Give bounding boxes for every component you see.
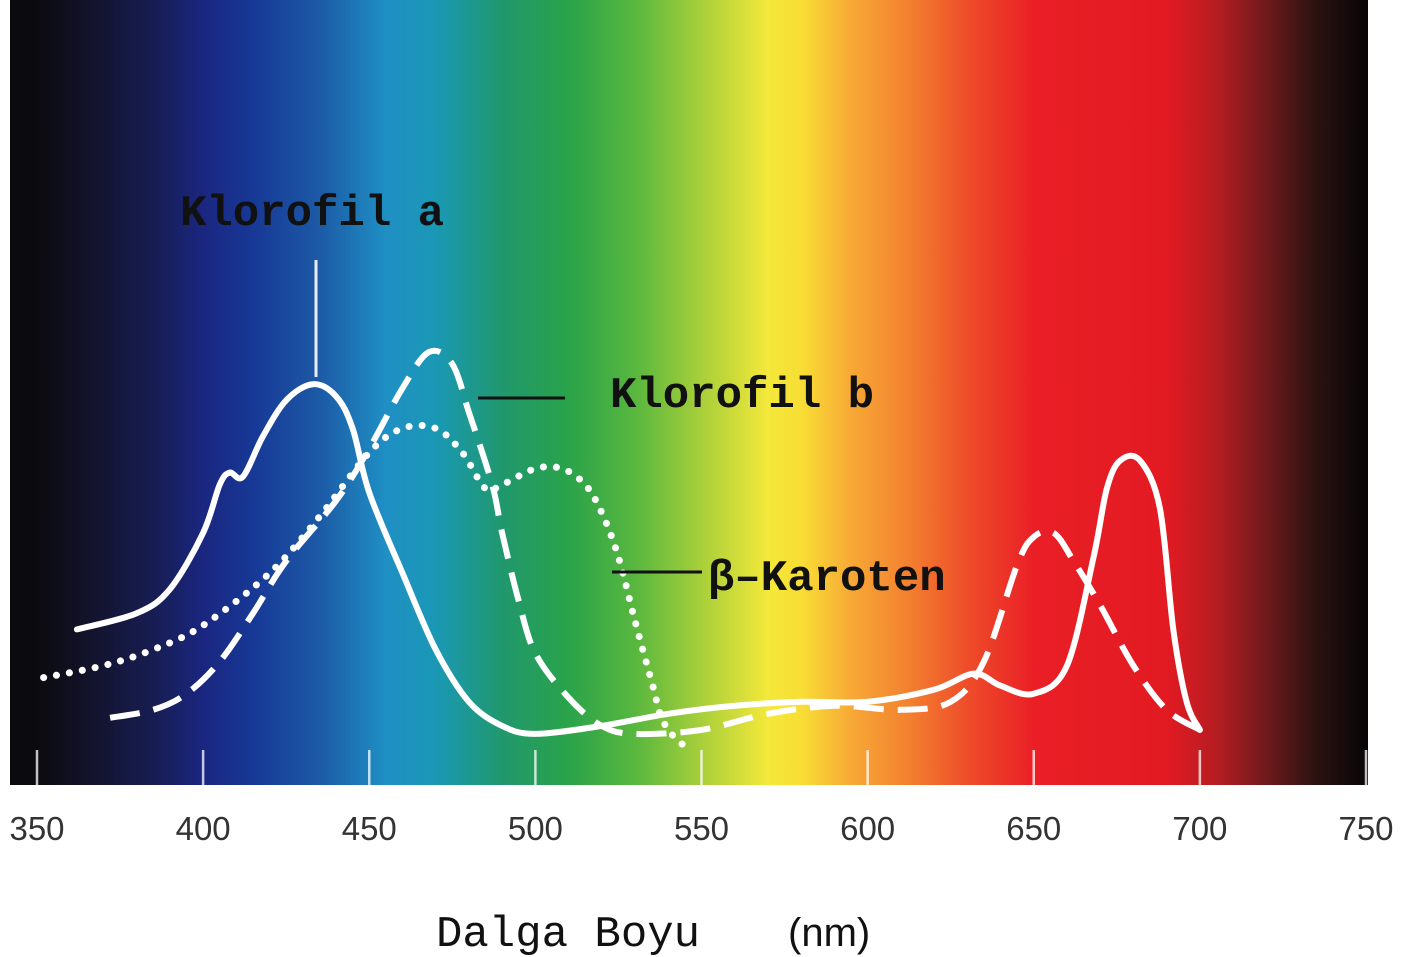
x-tick-label-350: 350 (9, 810, 64, 847)
x-axis-ticks (35, 750, 1368, 785)
x-tick-label-550: 550 (674, 810, 729, 847)
series-label-klorofil-a: Klorofil a (180, 189, 444, 239)
spectrum-background (10, 0, 1368, 785)
x-axis-label: Dalga Boyu (436, 910, 700, 957)
label-leaders (314, 260, 702, 574)
x-axis-tick-labels: 350 400 450 500 550 600 650 700 750 (9, 810, 1393, 847)
x-tick-label-500: 500 (508, 810, 563, 847)
series-line-beta-karoten (40, 421, 689, 750)
x-tick-label-450: 450 (342, 810, 397, 847)
series-lines (40, 347, 1203, 750)
series-label-beta-karoten: β–Karoten (708, 554, 946, 604)
x-tick-label-400: 400 (176, 810, 231, 847)
series-label-klorofil-b: Klorofil b (610, 371, 874, 421)
x-tick-label-700: 700 (1172, 810, 1227, 847)
x-tick-label-650: 650 (1006, 810, 1061, 847)
x-tick-label-750: 750 (1338, 810, 1393, 847)
x-axis-unit: (nm) (788, 911, 870, 955)
series-line-klorofil-b (109, 347, 1202, 738)
x-tick-label-600: 600 (840, 810, 895, 847)
